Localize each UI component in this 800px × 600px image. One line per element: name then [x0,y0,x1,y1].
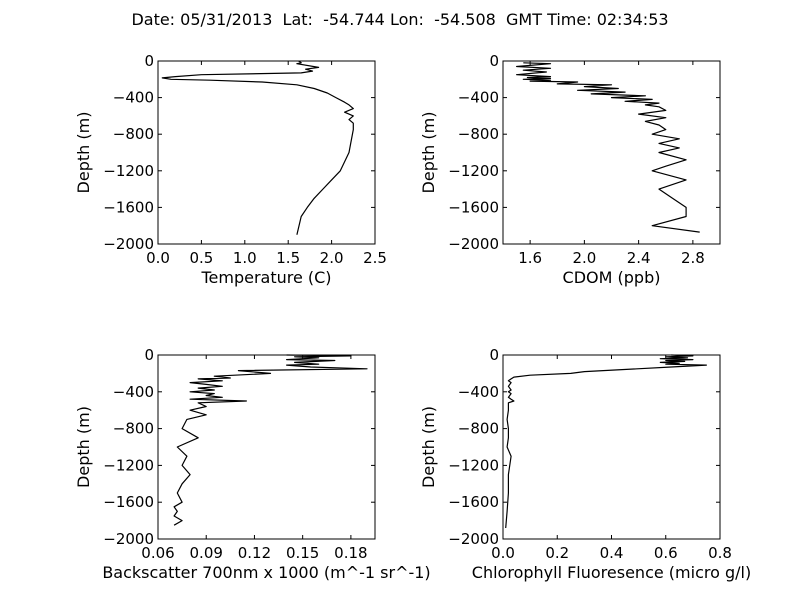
chlorophyll-y-tick-label: −800 [458,420,499,438]
cdom-y-tick-label: −800 [458,125,499,143]
temperature-x-tick-label: 0.5 [189,249,213,267]
cdom-x-tick-label: 1.6 [518,249,542,267]
temperature-y-tick-label: −1600 [103,198,154,216]
temperature-axes-frame [157,60,376,245]
cdom-y-tick-label: −1600 [448,198,499,216]
temperature-x-tick-label: 0.0 [146,249,170,267]
chlorophyll-x-tick-label: 0.0 [491,544,515,562]
figure-title: Date: 05/31/2013 Lat: -54.744 Lon: -54.5… [131,10,669,29]
chlorophyll-x-tick-label: 0.4 [600,544,624,562]
backscatter-y-tick-label: −1600 [103,493,154,511]
chlorophyll-x-tick-label: 0.6 [654,544,678,562]
chlorophyll-y-tick-label: 0 [489,346,499,364]
chlorophyll-axes-frame [502,354,721,540]
backscatter-series-line-0 [173,354,368,526]
cdom-x-axis-label: CDOM (ppb) [563,268,661,287]
cdom-x-tick-label: 2.8 [681,249,705,267]
backscatter-axes-frame [157,354,376,540]
chlorophyll-x-tick-label: 0.8 [708,544,732,562]
cdom-y-tick-label: −1200 [448,162,499,180]
chlorophyll-y-tick-label: −400 [458,383,499,401]
chlorophyll-x-axis-label: Chlorophyll Fluoresence (micro g/l) [472,563,751,582]
chlorophyll-series-line-0 [505,354,708,529]
temperature-y-axis-label: Depth (m) [74,112,93,194]
chlorophyll-y-axis-label: Depth (m) [419,406,438,488]
cdom-x-tick-label: 2.4 [627,249,651,267]
cdom-y-tick-label: 0 [489,52,499,70]
temperature-x-tick-label: 1.5 [276,249,300,267]
temperature-series-line-0 [161,60,354,235]
backscatter-x-tick-label: 0.15 [286,544,319,562]
temperature-x-tick-label: 2.0 [320,249,344,267]
temperature-y-tick-label: −1200 [103,162,154,180]
temperature-y-tick-label: −2000 [103,235,154,253]
backscatter-x-tick-label: 0.12 [238,544,271,562]
cdom-y-tick-label: −400 [458,89,499,107]
backscatter-y-tick-label: −2000 [103,530,154,548]
temperature-y-tick-label: −800 [113,125,154,143]
temperature-y-tick-label: −400 [113,89,154,107]
backscatter-y-tick-label: −400 [113,383,154,401]
cdom-y-axis-label: Depth (m) [419,112,438,194]
cdom-axes-frame [502,60,721,245]
backscatter-y-axis-label: Depth (m) [74,406,93,488]
backscatter-x-tick-label: 0.18 [334,544,367,562]
chlorophyll-y-tick-label: −2000 [448,530,499,548]
temperature-x-axis-label: Temperature (C) [200,268,331,287]
cdom-x-tick-label: 2.0 [572,249,596,267]
backscatter-y-tick-label: −800 [113,420,154,438]
cdom-y-tick-label: −2000 [448,235,499,253]
chlorophyll-y-tick-label: −1600 [448,493,499,511]
cdom-series-line-0 [515,62,700,233]
backscatter-x-axis-label: Backscatter 700nm x 1000 (m^-1 sr^-1) [102,563,430,582]
backscatter-x-tick-label: 0.06 [141,544,174,562]
backscatter-x-tick-label: 0.09 [190,544,223,562]
chlorophyll-y-tick-label: −1200 [448,456,499,474]
backscatter-y-tick-label: 0 [144,346,154,364]
temperature-x-tick-label: 1.0 [233,249,257,267]
backscatter-y-tick-label: −1200 [103,456,154,474]
temperature-y-tick-label: 0 [144,52,154,70]
temperature-x-tick-label: 2.5 [363,249,387,267]
chlorophyll-x-tick-label: 0.2 [545,544,569,562]
